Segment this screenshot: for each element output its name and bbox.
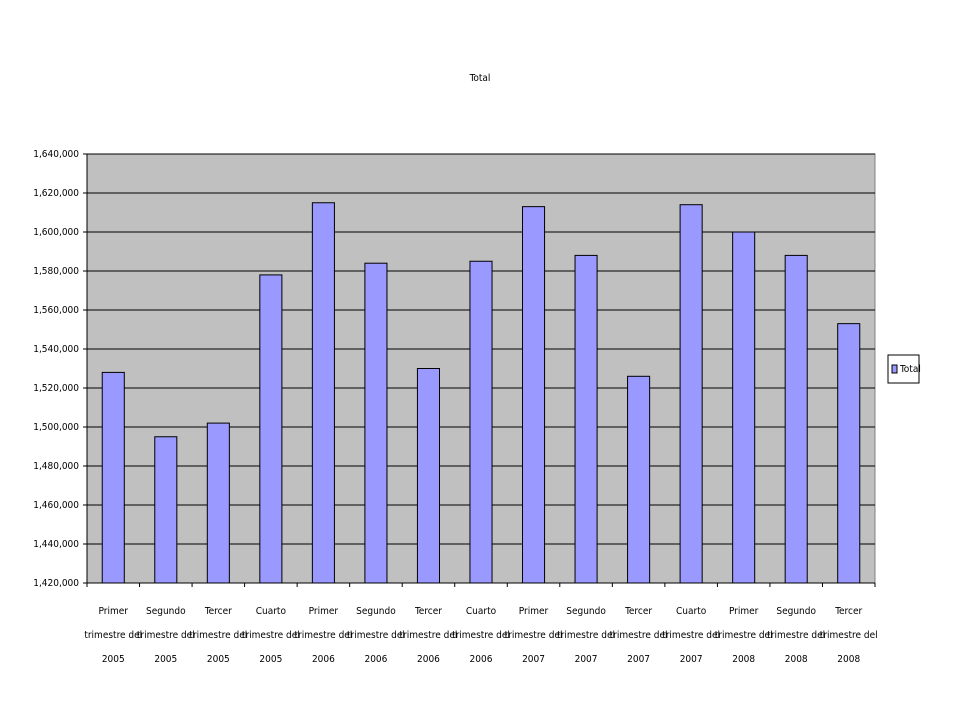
- bar: [259, 274, 283, 584]
- bar: [469, 260, 493, 584]
- bar: [732, 231, 756, 584]
- x-tick-label: Tercer trimestre del 2008: [820, 606, 878, 665]
- y-tick-label: 1,480,000: [33, 461, 79, 472]
- bar: [679, 204, 703, 584]
- x-tick-label: Primer trimestre del 2005: [84, 606, 142, 665]
- bar: [206, 422, 230, 584]
- bar: [416, 368, 440, 584]
- y-tick-label: 1,500,000: [33, 422, 79, 433]
- y-tick-label: 1,440,000: [33, 539, 79, 550]
- bar: [311, 202, 335, 584]
- x-tick-label: Tercer trimestre del 2007: [610, 606, 668, 665]
- x-tick-label: Tercer trimestre del 2005: [189, 606, 247, 665]
- x-tick-label: Segundo trimestre del 2007: [557, 606, 615, 665]
- y-tick-label: 1,620,000: [33, 188, 79, 199]
- legend: Total: [887, 354, 921, 384]
- x-tick-label: Segundo trimestre del 2005: [137, 606, 195, 665]
- legend-swatch: [891, 364, 898, 374]
- chart-title: Total: [469, 73, 491, 84]
- x-tick-label: Primer trimestre del 2007: [505, 606, 563, 665]
- y-tick-label: 1,580,000: [33, 266, 79, 277]
- x-tick-label: Segundo trimestre del 2008: [767, 606, 825, 665]
- bar: [522, 206, 546, 584]
- y-tick-label: 1,640,000: [33, 149, 79, 160]
- bar: [574, 254, 598, 584]
- x-tick-label: Primer trimestre del 2006: [294, 606, 352, 665]
- bar: [627, 375, 651, 584]
- x-tick-label: Cuarto trimestre del 2007: [662, 606, 720, 665]
- bar: [837, 323, 861, 584]
- y-tick-label: 1,560,000: [33, 305, 79, 316]
- bar: [101, 371, 125, 584]
- y-tick-label: 1,600,000: [33, 227, 79, 238]
- y-tick-label: 1,460,000: [33, 500, 79, 511]
- bar: [154, 436, 178, 584]
- x-tick-label: Primer trimestre del 2008: [715, 606, 773, 665]
- x-tick-label: Cuarto trimestre del 2006: [452, 606, 510, 665]
- x-tick-label: Segundo trimestre del 2006: [347, 606, 405, 665]
- bar: [364, 262, 388, 584]
- y-tick-label: 1,520,000: [33, 383, 79, 394]
- x-tick-label: Tercer trimestre del 2006: [400, 606, 458, 665]
- legend-label: Total: [899, 364, 921, 375]
- x-tick-label: Cuarto trimestre del 2005: [242, 606, 300, 665]
- y-tick-label: 1,420,000: [33, 578, 79, 589]
- y-tick-label: 1,540,000: [33, 344, 79, 355]
- bar: [784, 254, 808, 584]
